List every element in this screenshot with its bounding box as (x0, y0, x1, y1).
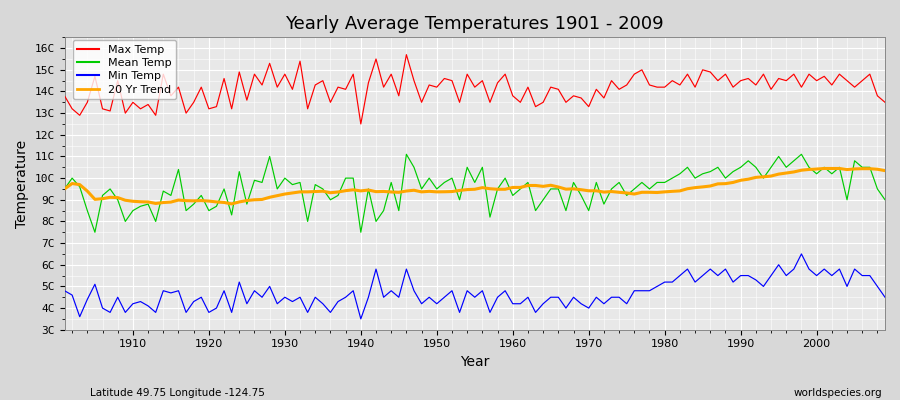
Title: Yearly Average Temperatures 1901 - 2009: Yearly Average Temperatures 1901 - 2009 (285, 15, 664, 33)
Legend: Max Temp, Mean Temp, Min Temp, 20 Yr Trend: Max Temp, Mean Temp, Min Temp, 20 Yr Tre… (73, 40, 176, 99)
Text: worldspecies.org: worldspecies.org (794, 388, 882, 398)
Y-axis label: Temperature: Temperature (15, 140, 29, 228)
X-axis label: Year: Year (460, 355, 490, 369)
Text: Latitude 49.75 Longitude -124.75: Latitude 49.75 Longitude -124.75 (90, 388, 265, 398)
